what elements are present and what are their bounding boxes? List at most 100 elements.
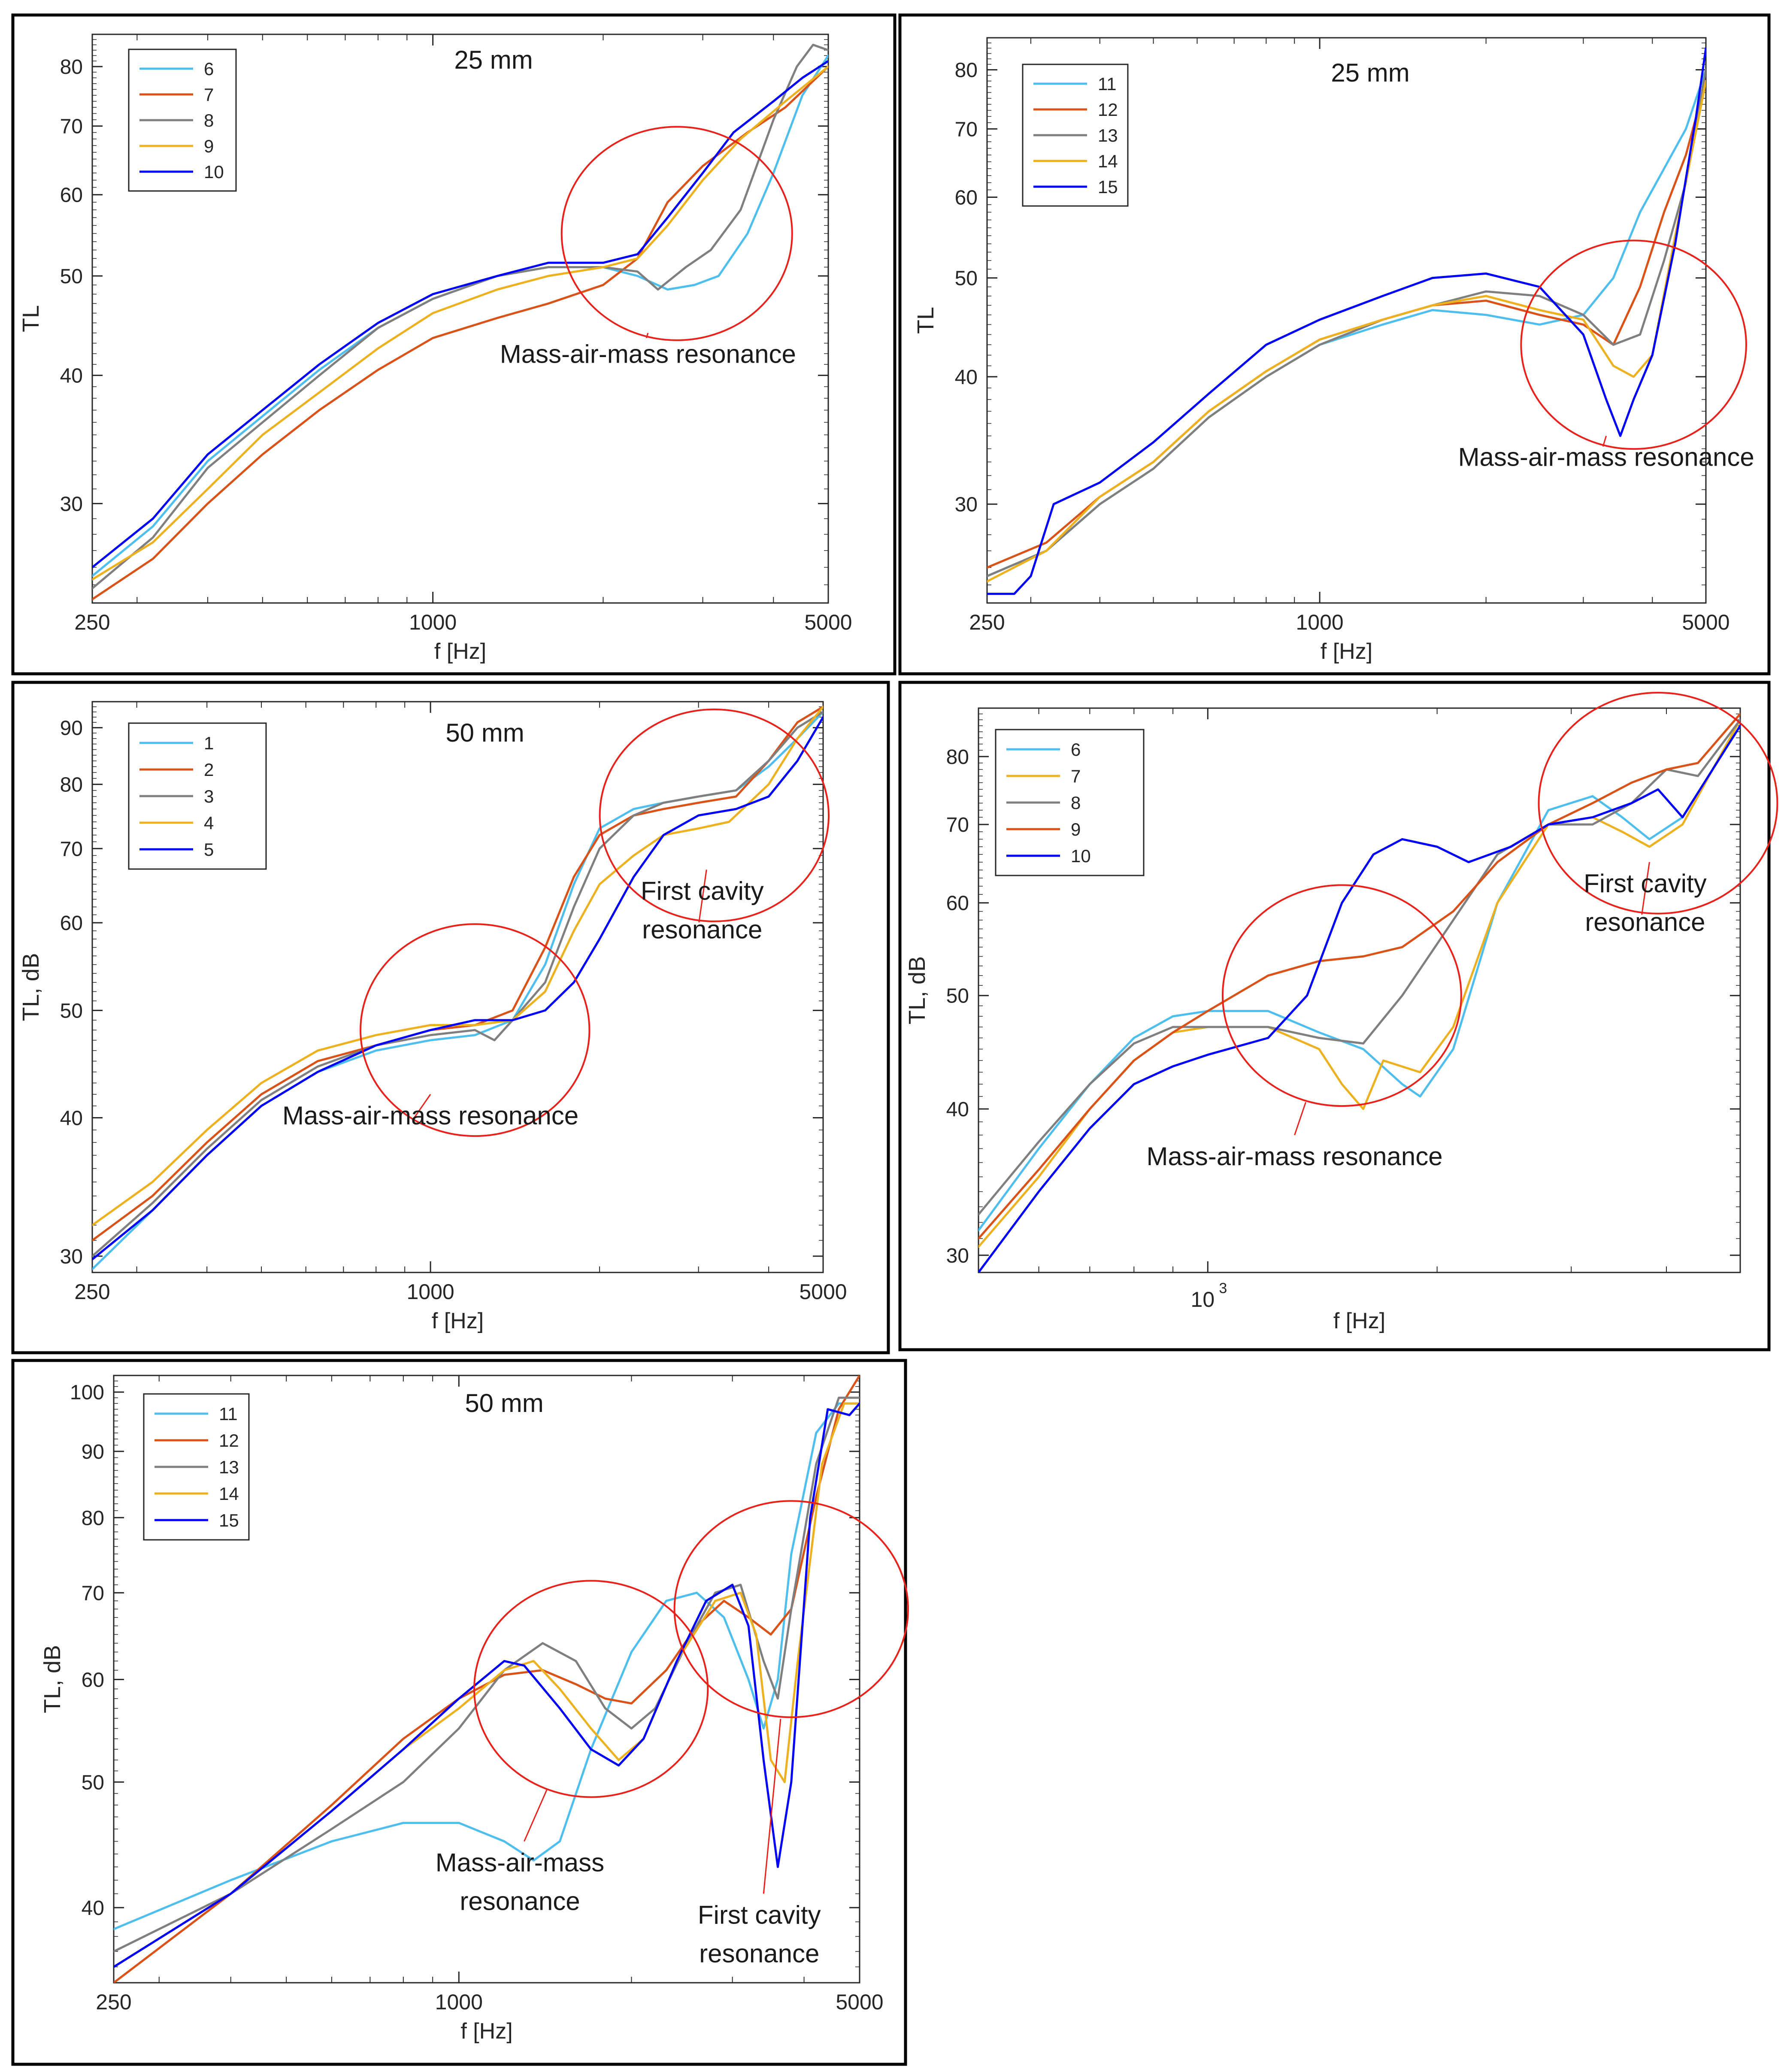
x-tick-label: 5000 <box>799 1280 847 1304</box>
resonance-circle <box>1520 239 1747 450</box>
legend: 6 7 8 9 10 <box>995 729 1145 876</box>
chart-panel-3: 250 1000 5000 30 40 50 60 70 80 90 f [Hz] TL, dB Mas… <box>11 681 890 1354</box>
series-line-14 <box>987 80 1706 583</box>
legend-label-6: 6 <box>204 59 214 79</box>
legend-label-14: 14 <box>219 1484 239 1504</box>
resonance-circle <box>1221 884 1462 1107</box>
legend-label-2: 2 <box>204 760 214 780</box>
x-tick-label: 250 <box>74 610 110 634</box>
series-group <box>114 1375 860 1983</box>
y-tick-label: 80 <box>60 774 83 797</box>
x-axis-label: f [Hz] <box>1321 639 1372 664</box>
x-tick-label: 250 <box>96 1990 131 2014</box>
annotation-label-mass-air-mass-resonance: Mass-air-mass resonance <box>436 1848 604 1916</box>
y-tick-label: 80 <box>946 746 969 769</box>
legend-label-14: 14 <box>1098 151 1118 171</box>
series-line-13 <box>114 1396 860 1953</box>
resonance-circle <box>1538 692 1778 915</box>
x-tick-label: 5000 <box>836 1990 883 2014</box>
x-minor-ticks <box>1030 38 1706 603</box>
series-line-5 <box>92 716 823 1260</box>
series-group <box>978 713 1740 1272</box>
legend-label-9: 9 <box>1071 819 1081 839</box>
resonance-circle <box>360 923 591 1137</box>
legend: 1 2 3 4 5 <box>128 722 267 870</box>
series-line-6 <box>978 718 1740 1232</box>
legend-label-8: 8 <box>204 110 214 130</box>
annotation-pointer <box>413 1094 431 1120</box>
resonance-circle <box>560 126 793 341</box>
legend-label-7: 7 <box>204 85 214 105</box>
y-tick-label: 70 <box>60 115 83 138</box>
legend-label-1: 1 <box>204 733 214 753</box>
annotation-pointer <box>524 1790 548 1842</box>
y-tick-label: 40 <box>60 1107 83 1130</box>
legend: 11 12 13 14 15 <box>1022 64 1129 207</box>
series-line-11 <box>114 1402 860 1930</box>
legend: 6 7 8 9 10 <box>128 48 237 192</box>
x-minor-ticks <box>136 702 824 1272</box>
y-tick-label: 90 <box>82 1441 104 1463</box>
chart-title: 50 mm <box>445 718 524 747</box>
series-line-15 <box>114 1402 860 1968</box>
annotation-pointer <box>1294 1102 1306 1136</box>
legend-label-5: 5 <box>204 839 214 860</box>
panel-frame <box>898 13 1771 676</box>
series-group <box>92 43 828 600</box>
annotation-label-mass-air-mass-resonance: Mass-air-mass resonance <box>500 340 796 369</box>
y-tick-label: 90 <box>60 717 83 740</box>
y-tick-label: 30 <box>955 494 978 516</box>
y-tick-label: 70 <box>82 1582 104 1605</box>
legend-label-13: 13 <box>219 1457 239 1477</box>
series-line-9 <box>978 713 1740 1240</box>
x-tick-label: 1000 <box>409 610 457 634</box>
y-tick-label: 40 <box>82 1897 104 1920</box>
y-tick-label: 50 <box>60 1000 83 1022</box>
x-tick-exponent: 3 <box>1219 1280 1227 1297</box>
y-tick-label: 50 <box>946 985 969 1008</box>
annotation-label-first-cavity-resonance: First cavity resonance <box>698 1901 821 1968</box>
legend-label-4: 4 <box>204 813 214 833</box>
y-tick-label: 30 <box>946 1245 969 1267</box>
y-tick-label: 50 <box>60 265 83 288</box>
panel-frame <box>11 1359 907 2066</box>
chart-panel-2: 250 1000 5000 30 40 50 60 70 80 f [Hz] TL Mass-air-… <box>898 13 1771 676</box>
y-tick-label: 70 <box>946 814 969 836</box>
legend-label-7: 7 <box>1071 766 1081 786</box>
legend-label-10: 10 <box>1071 846 1091 866</box>
resonance-circle <box>673 1500 909 1718</box>
annotation-pointer <box>1641 862 1650 915</box>
y-tick-label: 100 <box>70 1381 104 1404</box>
series-line-7 <box>92 65 828 600</box>
resonance-circle <box>473 1580 709 1798</box>
legend-label-12: 12 <box>219 1430 239 1451</box>
annotation-label-first-cavity-resonance: First cavity resonance <box>1584 869 1707 936</box>
x-tick-label: 1000 <box>435 1990 483 2014</box>
annotation-pointer <box>698 869 707 923</box>
panel-frame <box>898 681 1771 1351</box>
chart-title: 25 mm <box>454 45 533 74</box>
x-tick-label: 10 <box>1191 1287 1215 1312</box>
y-axis-label: TL <box>913 307 939 334</box>
x-axis-label: f [Hz] <box>434 639 486 664</box>
resonance-circle <box>599 709 830 922</box>
y-axis-label: TL, dB <box>39 1645 65 1713</box>
y-tick-label: 60 <box>955 186 978 209</box>
y-tick-label: 70 <box>60 838 83 860</box>
series-line-9 <box>92 65 828 581</box>
legend-label-10: 10 <box>204 162 224 182</box>
y-tick-label: 80 <box>955 59 978 82</box>
y-tick-label: 60 <box>60 912 83 935</box>
x-tick-label: 250 <box>969 610 1005 634</box>
y-tick-label: 80 <box>82 1507 104 1530</box>
x-tick-label: 5000 <box>804 610 852 634</box>
series-line-15 <box>987 47 1706 595</box>
legend-label-13: 13 <box>1098 125 1118 145</box>
x-tick-label: 1000 <box>1296 610 1343 634</box>
x-tick-label: 1000 <box>406 1280 454 1304</box>
chart-panel-5: 250 1000 5000 40 50 60 70 80 90 100 f [Hz] TL, dB Ma… <box>11 1359 909 2066</box>
legend-label-15: 15 <box>219 1510 239 1530</box>
y-tick-label: 50 <box>82 1771 104 1794</box>
